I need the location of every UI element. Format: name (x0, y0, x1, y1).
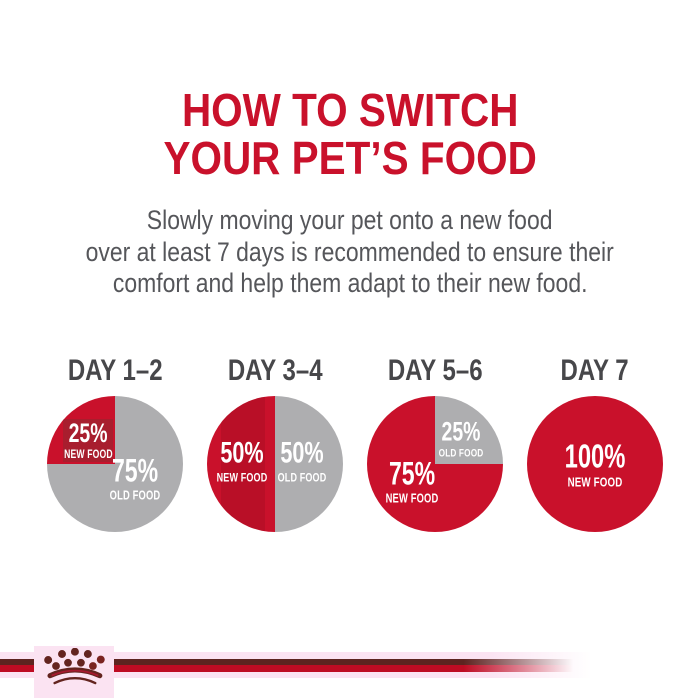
slice-label-new-food: 25% NEW FOOD (63, 419, 113, 462)
new-food-caption: NEW FOOD (216, 470, 268, 485)
old-food-percent: 25% (441, 416, 481, 447)
day-label: DAY 5–6 (387, 354, 483, 387)
pie-day-3-4: 50% NEW FOOD 50% OLD FOOD (207, 396, 343, 532)
slice-label-new-food: 50% NEW FOOD (208, 436, 276, 485)
slice-label-new-food: 75% NEW FOOD (377, 457, 447, 505)
old-food-percent: 75% (111, 452, 159, 489)
ribbon-dark-stripe (0, 659, 610, 665)
new-food-percent: 50% (220, 436, 264, 470)
slice-label-old-food: 50% OLD FOOD (270, 436, 335, 485)
new-food-caption: NEW FOOD (567, 474, 623, 490)
chart-day-1-2: DAY 1–2 25% NEW FOOD 75% OLD FOOD (35, 356, 195, 532)
pie-charts-row: DAY 1–2 25% NEW FOOD 75% OLD FOOD DAY 3–… (35, 356, 675, 532)
brand-logo-patch (34, 646, 114, 698)
page-title-line1: HOW TO SWITCH (181, 84, 519, 136)
page-title-line2: YOUR PET’S FOOD (163, 132, 537, 184)
intro-line3: comfort and help them adapt to their new… (112, 268, 588, 298)
chart-day-3-4: DAY 3–4 50% NEW FOOD 50% OLD FOOD (195, 356, 355, 532)
intro-text: Slowly moving your pet onto a new food o… (0, 205, 700, 300)
day-label: DAY 7 (560, 354, 630, 387)
new-food-label-band (221, 396, 265, 532)
new-food-percent: 25% (68, 417, 108, 448)
day-label: DAY 1–2 (67, 354, 163, 387)
ribbon-red-stripe (0, 664, 610, 672)
old-food-caption: OLD FOOD (109, 488, 161, 503)
pie-day-7: 100% NEW FOOD (527, 396, 663, 532)
day-label: DAY 3–4 (227, 354, 323, 387)
new-food-percent: 100% (564, 437, 626, 475)
new-food-caption: NEW FOOD (63, 448, 113, 461)
slice-label-new-food: 100% NEW FOOD (553, 440, 637, 489)
chart-day-7: DAY 7 100% NEW FOOD (515, 356, 675, 532)
new-food-percent: 75% (388, 455, 436, 492)
intro-line2: over at least 7 days is recommended to e… (85, 236, 615, 267)
old-food-caption: OLD FOOD (438, 447, 484, 460)
old-food-percent: 50% (280, 436, 324, 470)
chart-day-5-6: DAY 5–6 25% OLD FOOD 75% NEW FOOD (355, 356, 515, 532)
pie-day-5-6: 25% OLD FOOD 75% NEW FOOD (367, 396, 503, 532)
intro-line1: Slowly moving your pet onto a new food (147, 205, 553, 235)
pie-day-1-2: 25% NEW FOOD 75% OLD FOOD (47, 396, 183, 532)
page-title: HOW TO SWITCH YOUR PET’S FOOD (0, 86, 700, 182)
slice-label-old-food: 75% OLD FOOD (101, 454, 169, 502)
brand-ribbon (0, 646, 610, 698)
old-food-caption: OLD FOOD (277, 470, 327, 485)
new-food-caption: NEW FOOD (385, 491, 439, 506)
royal-canin-crown-icon (44, 648, 105, 685)
slice-label-old-food: 25% OLD FOOD (431, 416, 491, 460)
